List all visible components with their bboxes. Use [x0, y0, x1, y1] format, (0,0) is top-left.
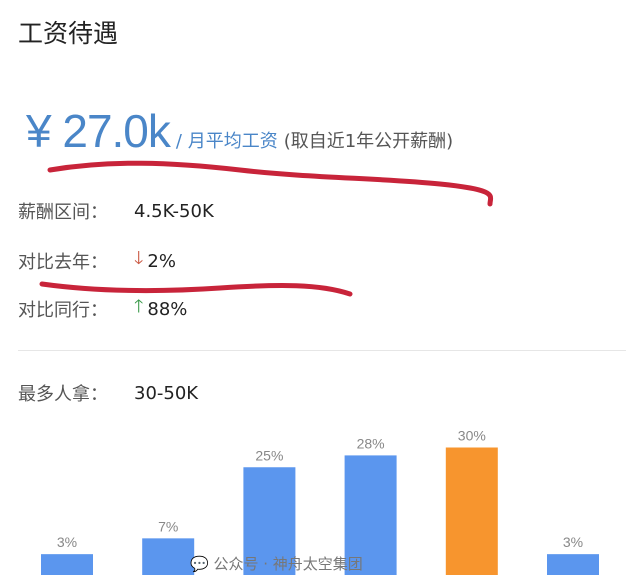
vs-last-year-label: 对比去年： — [18, 252, 108, 273]
most-common-label: 最多人拿： — [18, 384, 108, 405]
scribble-underline-2 — [39, 281, 353, 297]
bar-data-label: 7% — [158, 518, 178, 534]
most-common-row: 最多人拿： 30-50K — [18, 380, 198, 406]
average-salary: ¥ 27.0k / 月平均工资 (取自近1年公开薪酬) — [26, 104, 453, 158]
watermark-text: 公众号 · 神舟太空集团 — [213, 555, 363, 573]
arrow-up-icon: 🡑 — [134, 296, 144, 317]
bar-data-label: 30% — [458, 428, 486, 444]
divider — [18, 350, 626, 351]
vs-last-year-row: 对比去年： 🡓 2% — [18, 246, 176, 276]
bar — [547, 554, 599, 575]
arrow-down-icon: 🡓 — [134, 248, 144, 269]
bar — [142, 538, 195, 575]
bar — [445, 447, 498, 575]
most-common-value: 30-50K — [134, 382, 199, 404]
bar-data-label: 3% — [57, 534, 77, 550]
salary-distribution-chart: 3% 7% 25% 28% 30% 3% — [41, 428, 599, 575]
bar-data-label: 25% — [255, 447, 283, 463]
salary-range-value: 4.5K-50K — [134, 200, 214, 222]
vs-peers-label: 对比同行： — [18, 300, 108, 321]
bar-data-label: 28% — [357, 435, 385, 451]
section-title: 工资待遇 — [18, 19, 119, 48]
average-salary-value: ¥ 27.0k — [26, 105, 171, 157]
vs-last-year-value: 2% — [147, 250, 176, 272]
bar — [41, 554, 93, 575]
bar — [243, 467, 296, 575]
wechat-icon: 💬 — [190, 555, 209, 573]
vs-peers-value: 88% — [147, 298, 188, 320]
bar — [344, 455, 397, 575]
average-salary-note: (取自近1年公开薪酬) — [283, 131, 454, 152]
bar-data-label: 3% — [563, 534, 583, 550]
average-salary-unit: / 月平均工资 — [175, 131, 278, 152]
vs-peers-row: 对比同行： 🡑 88% — [18, 294, 187, 324]
salary-range-label: 薪酬区间： — [18, 202, 108, 223]
watermark: 💬 公众号 · 神舟太空集团 — [190, 553, 363, 574]
salary-range-row: 薪酬区间： 4.5K-50K — [18, 198, 214, 224]
